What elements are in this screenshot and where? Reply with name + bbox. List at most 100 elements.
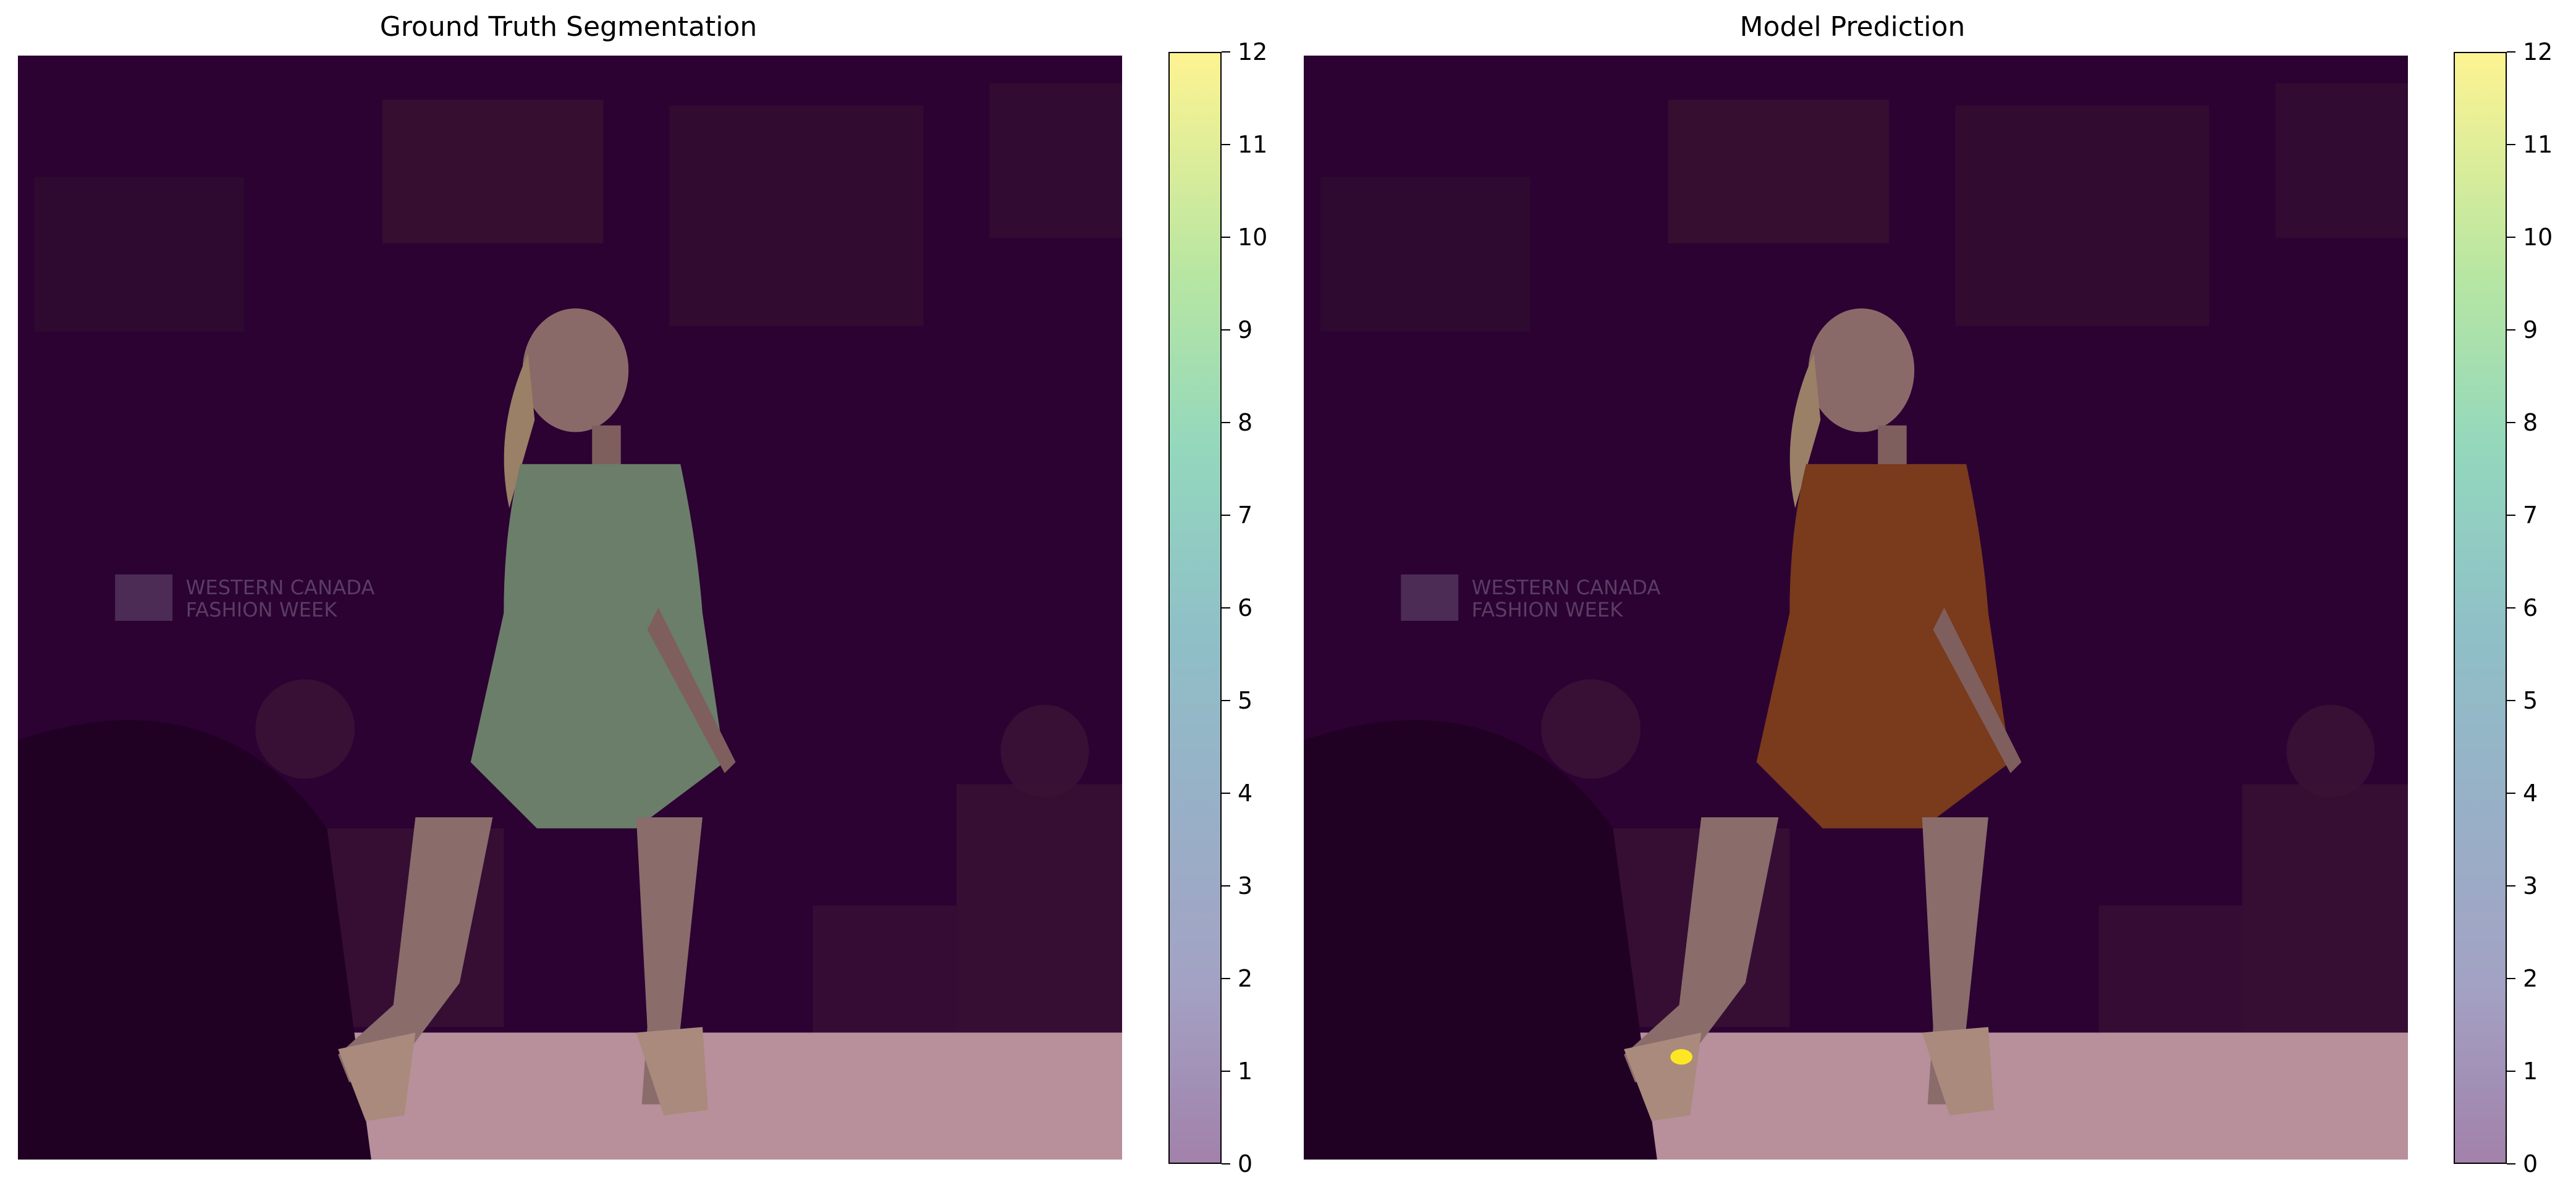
colorbar-tick-mark <box>1222 1163 1230 1164</box>
model-front-shoe <box>1922 1027 1994 1116</box>
audience-head <box>1000 704 1089 798</box>
screen-stripes <box>669 105 924 326</box>
model-arm <box>647 607 736 773</box>
colorbar-tick-label: 10 <box>2523 224 2553 251</box>
colorbar-tick-mark <box>1222 144 1230 145</box>
colorbar-tick-mark <box>1222 700 1230 701</box>
pred-dress-region <box>1756 464 2011 828</box>
model-back-leg <box>338 817 493 1082</box>
model-head <box>1808 308 1915 432</box>
colorbar-tick-label: 2 <box>2523 965 2538 992</box>
colorbar-tick-label: 12 <box>1238 38 1268 65</box>
colorbar-tick-label: 8 <box>1238 409 1253 436</box>
colorbar-tick-label: 4 <box>2523 780 2538 807</box>
colorbar-tick-mark <box>1222 422 1230 423</box>
screen-stripes <box>1955 105 2210 326</box>
colorbar-tick-label: 1 <box>1238 1058 1253 1085</box>
audience-head <box>255 679 355 779</box>
colorbar-tick-mark <box>2507 793 2515 794</box>
gt-dress-region <box>470 464 725 828</box>
colorbar-tick-label: 7 <box>2523 502 2538 529</box>
colorbar-tick-mark <box>1222 793 1230 794</box>
colorbar-tick-mark <box>2507 144 2515 145</box>
colorbar-gradient <box>1168 52 1222 1164</box>
colorbar-tick-mark <box>2507 700 2515 701</box>
colorbar-tick-label: 4 <box>1238 780 1253 807</box>
model-ponytail <box>504 353 535 508</box>
runway-scene: WESTERN CANADA FASHION WEEK <box>18 56 1122 1160</box>
colorbar-tick-label: 6 <box>1238 594 1253 621</box>
model-back-shoe <box>338 1032 416 1121</box>
svg-text:FASHION WEEK: FASHION WEEK <box>186 598 338 621</box>
colorbar-tick-mark <box>2507 1071 2515 1072</box>
colorbar-tick-mark <box>2507 1163 2515 1164</box>
audience-person <box>2242 784 2408 1038</box>
colorbar-tick-mark <box>2507 237 2515 238</box>
model-front-shoe <box>636 1027 708 1116</box>
screen-left <box>34 177 245 332</box>
watermark-logo: WESTERN CANADA FASHION WEEK <box>1401 574 1661 621</box>
screen-right <box>989 83 1122 238</box>
colorbar-tick-label: 7 <box>1238 502 1253 529</box>
audience-person <box>956 784 1122 1038</box>
colorbar-tick-mark <box>1222 51 1230 53</box>
foreground-spectator <box>18 720 371 1160</box>
colorbar-tick-mark <box>1222 1071 1230 1072</box>
colorbar-tick-label: 6 <box>2523 594 2538 621</box>
watermark-logo: WESTERN CANADA FASHION WEEK <box>115 574 375 621</box>
screen-right <box>2275 83 2408 238</box>
colorbar-tick-label: 3 <box>1238 872 1253 899</box>
model-ponytail <box>1789 353 1821 508</box>
svg-text:WESTERN CANADA: WESTERN CANADA <box>1472 576 1661 599</box>
colorbar-tick-label: 3 <box>2523 872 2538 899</box>
screen-portrait <box>1668 99 1890 243</box>
colorbar-tick-mark <box>2507 329 2515 331</box>
runway-scene: WESTERN CANADA FASHION WEEK <box>1304 56 2408 1160</box>
colorbar-tick-label: 11 <box>2523 131 2553 158</box>
colorbar-tick-mark <box>1222 978 1230 979</box>
colorbar-tick-mark <box>1222 329 1230 331</box>
screen-portrait <box>382 99 604 243</box>
colorbar-tick-label: 9 <box>1238 316 1253 343</box>
audience-head <box>2286 704 2375 798</box>
model-back-leg <box>1624 817 1779 1082</box>
colorbar-tick-label: 0 <box>1238 1150 1253 1177</box>
colorbar-tick-label: 0 <box>2523 1150 2538 1177</box>
prediction-title: Model Prediction <box>1739 11 1966 43</box>
colorbar-tick-mark <box>1222 515 1230 516</box>
foreground-spectator <box>1304 720 1657 1160</box>
colorbar-tick-mark <box>1222 237 1230 238</box>
model-arm <box>1933 607 2022 773</box>
pred-class-12-spot <box>1670 1049 1693 1065</box>
svg-text:FASHION WEEK: FASHION WEEK <box>1472 598 1624 621</box>
colorbar-tick-label: 2 <box>1238 965 1253 992</box>
colorbar-tick-mark <box>2507 978 2515 979</box>
colorbar-tick-mark <box>1222 885 1230 886</box>
colorbar-tick-mark <box>2507 885 2515 886</box>
colorbar-tick-mark <box>1222 607 1230 609</box>
colorbar-tick-mark <box>2507 422 2515 423</box>
colorbar-tick-mark <box>2507 51 2515 53</box>
prediction-overlay-image: WESTERN CANADA FASHION WEEK <box>1304 56 2408 1160</box>
colorbar-tick-label: 1 <box>2523 1058 2538 1085</box>
colorbar-tick-mark <box>2507 515 2515 516</box>
prediction-panel: Model Prediction WESTERN CANADA FASHION … <box>1288 0 2576 1196</box>
ground-truth-overlay-image: WESTERN CANADA FASHION WEEK <box>18 56 1122 1160</box>
model-head <box>522 308 629 432</box>
colorbar-tick-mark <box>2507 607 2515 609</box>
screen-left <box>1320 177 1531 332</box>
colorbar-tick-label: 8 <box>2523 409 2538 436</box>
colorbar-gradient <box>2454 52 2507 1164</box>
colorbar-tick-label: 5 <box>1238 687 1253 714</box>
colorbar-tick-label: 11 <box>1238 131 1268 158</box>
ground-truth-title: Ground Truth Segmentation <box>379 11 758 43</box>
ground-truth-panel: Ground Truth Segmentation WESTERN CANADA… <box>18 11 1268 1177</box>
colorbar-tick-label: 10 <box>1238 224 1268 251</box>
audience-chair <box>813 905 956 1038</box>
colorbar-tick-label: 5 <box>2523 687 2538 714</box>
audience-chair <box>2098 905 2242 1038</box>
svg-text:WESTERN CANADA: WESTERN CANADA <box>186 576 375 599</box>
audience-head <box>1541 679 1641 779</box>
colorbar-tick-label: 9 <box>2523 316 2538 343</box>
colorbar-tick-label: 12 <box>2523 38 2553 65</box>
